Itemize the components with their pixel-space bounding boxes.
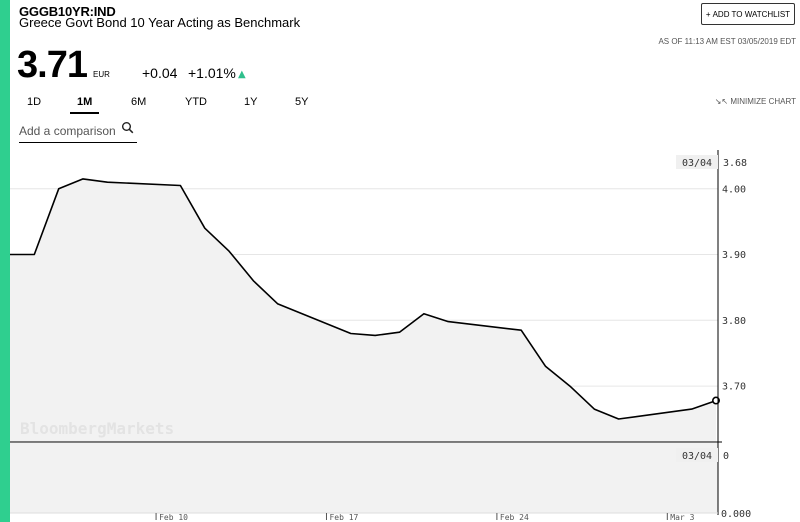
y-tick-label: 3.80 [722,316,746,327]
tab-1d[interactable]: 1D [27,96,42,108]
accent-bar [0,0,10,522]
y-tick-label: 3.70 [722,382,746,393]
watchlist-label: ADD TO WATCHLIST [712,9,791,19]
price-area-fill [10,178,716,442]
volume-date-box [676,448,718,462]
minimize-label: MINIMIZE CHART [730,97,796,106]
tab-6m[interactable]: 6M [131,96,147,108]
tooltip-date: 03/04 [682,158,712,169]
volume-axis-bottom: 0.000 [721,509,751,520]
tooltip-value: 3.68 [723,158,747,169]
y-axis-ticks: 4.00 3.90 3.80 3.70 [722,184,746,392]
volume-value: 0 [723,451,729,462]
active-tab-indicator [70,112,99,114]
watermark: BloombergMarkets [20,419,174,438]
minimize-icon: ↘↖ [714,97,729,106]
minimize-chart-button[interactable]: ↘↖ MINIMIZE CHART [715,97,796,106]
x-tick-label: Feb 17 [329,513,358,522]
x-tick-label: Mar 3 [670,513,694,522]
as-of-timestamp: AS OF 11:13 AM EST 03/05/2019 EDT [658,37,796,46]
currency: EUR [93,70,110,79]
price-change: +0.04 [142,65,178,81]
tab-1y[interactable]: 1Y [244,96,258,108]
tab-ytd[interactable]: YTD [185,96,207,108]
x-tick-label: Feb 24 [500,513,529,522]
tab-5y[interactable]: 5Y [295,96,309,108]
price: 3.71 [17,44,88,86]
search-icon[interactable] [121,121,135,135]
volume-date: 03/04 [682,451,712,462]
tab-1m[interactable]: 1M [77,96,93,108]
up-arrow-icon: ▲ [238,69,246,80]
price-change-percent: +1.01% [188,65,236,81]
tooltip-date-box [676,155,718,169]
x-tick-label: Feb 10 [159,513,188,522]
plus-icon: + [705,9,711,19]
y-tick-label: 3.90 [722,250,746,261]
y-tick-label: 4.00 [722,184,746,195]
x-axis-ticks: Feb 10 Feb 17 Feb 24 Mar 3 [155,513,695,522]
security-name: Greece Govt Bond 10 Year Acting as Bench… [19,15,301,30]
volume-area [10,443,718,513]
add-to-watchlist-button[interactable]: + ADD TO WATCHLIST [701,3,795,25]
price-line [10,178,717,420]
ticker-symbol: GGGB10YR:IND [19,4,116,19]
comparison-input[interactable] [19,120,137,143]
